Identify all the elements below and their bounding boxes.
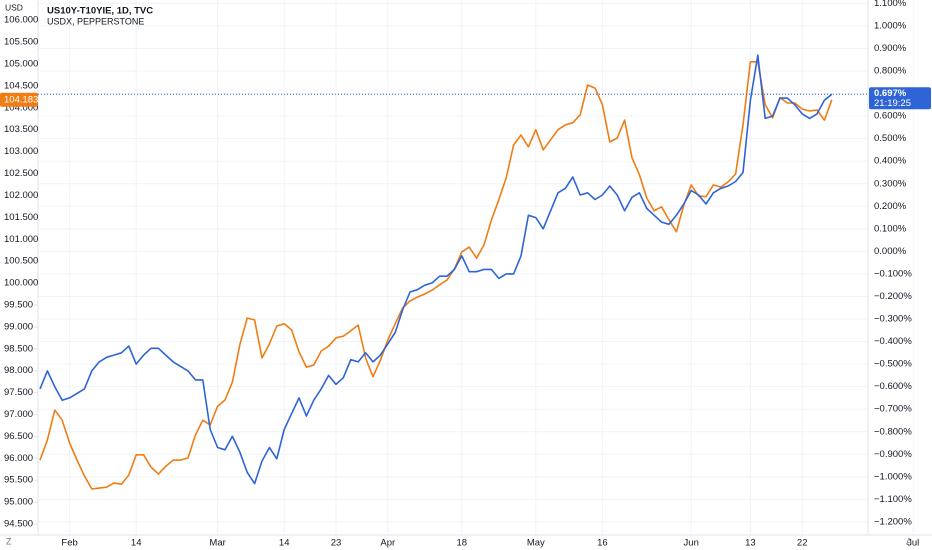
y-tick-label: 97.500 [4, 387, 33, 398]
y-tick-label: 103.000 [4, 146, 38, 157]
y-tick-label: 106.000 [4, 15, 38, 26]
y-tick-label: 103.500 [4, 124, 38, 135]
y-tick-label: 104.500 [4, 80, 38, 91]
x-tick-label: Mar [209, 538, 225, 549]
y2-tick-label: −0.100% [874, 268, 912, 279]
legend-entry: USDX, PEPPERSTONE [47, 16, 144, 26]
y-tick-label: 95.000 [4, 497, 33, 508]
y-tick-label: 102.000 [4, 190, 38, 201]
x-tick-label: 16 [597, 538, 608, 549]
y2-tick-label: 0.300% [874, 178, 907, 189]
y2-tick-label: 0.400% [874, 156, 907, 167]
y-tick-label: 95.500 [4, 475, 33, 486]
y2-tick-label: 0.000% [874, 246, 907, 257]
y-tick-label: 96.500 [4, 431, 33, 442]
y2-tick-label: 0.200% [874, 201, 907, 212]
y2-tick-label: 1.100% [874, 0, 907, 9]
y2-tick-label: −0.700% [874, 404, 912, 415]
y2-tick-label: 1.000% [874, 20, 907, 31]
x-tick-label: 18 [457, 538, 468, 549]
y2-tick-label: −0.300% [874, 314, 912, 325]
y-tick-label: 96.000 [4, 453, 33, 464]
y2-tick-label: −0.200% [874, 291, 912, 302]
price-label: 0.697% [874, 88, 907, 99]
y-tick-label: 98.500 [4, 343, 33, 354]
y2-tick-label: −0.800% [874, 426, 912, 437]
y-tick-label: 104.000 [4, 102, 38, 113]
y-tick-label: 102.500 [4, 168, 38, 179]
x-tick-label: May [527, 538, 545, 549]
price-label-box [0, 92, 38, 107]
grid [38, 0, 914, 535]
y-tick-label: 100.500 [4, 256, 38, 267]
y2-tick-label: −0.500% [874, 359, 912, 370]
y-tick-label: 98.000 [4, 365, 33, 376]
x-tick-label: Feb [61, 538, 77, 549]
y-tick-label: 101.500 [4, 212, 38, 223]
y-tick-label: 101.000 [4, 234, 38, 245]
zoom-button[interactable]: Z [6, 536, 12, 546]
y2-tick-label: −1.000% [874, 471, 912, 482]
y-tick-label: 105.500 [4, 37, 38, 48]
y-tick-label: 94.500 [4, 519, 33, 530]
y2-tick-label: 0.500% [874, 133, 907, 144]
y2-tick-label: −0.400% [874, 336, 912, 347]
countdown-label: 21:19:25 [874, 98, 911, 109]
y-tick-label: 99.500 [4, 299, 33, 310]
y-tick-label: 100.000 [4, 278, 38, 289]
x-tick-label: Apr [380, 538, 395, 549]
x-tick-label: Jun [684, 538, 699, 549]
y2-tick-label: −1.100% [874, 494, 912, 505]
x-tick-label: 22 [797, 538, 808, 549]
auto-scale-button[interactable]: A [906, 536, 912, 546]
x-tick-label: 13 [745, 538, 756, 549]
y2-tick-label: −0.900% [874, 449, 912, 460]
y2-tick-label: 0.100% [874, 223, 907, 234]
y2-tick-label: 0.900% [874, 43, 907, 54]
legend-entry: US10Y-T10YIE, 1D, TVC [47, 6, 153, 17]
x-tick-label: 23 [331, 538, 342, 549]
y2-tick-label: −0.600% [874, 381, 912, 392]
y2-tick-label: 0.800% [874, 66, 907, 77]
y-tick-label: 97.000 [4, 409, 33, 420]
x-tick-label: 14 [279, 538, 290, 549]
y2-tick-label: −1.200% [874, 516, 912, 527]
y-tick-label: 105.000 [4, 58, 38, 69]
unit-label: USD [5, 2, 23, 12]
x-tick-label: Jul [907, 538, 919, 549]
price-label: 104.183 [4, 94, 38, 105]
series-line [39, 54, 833, 485]
x-tick-label: 14 [131, 538, 142, 549]
price-label-box [869, 87, 931, 110]
y2-tick-label: 0.600% [874, 111, 907, 122]
y-tick-label: 99.000 [4, 321, 33, 332]
series-lines [38, 54, 868, 490]
